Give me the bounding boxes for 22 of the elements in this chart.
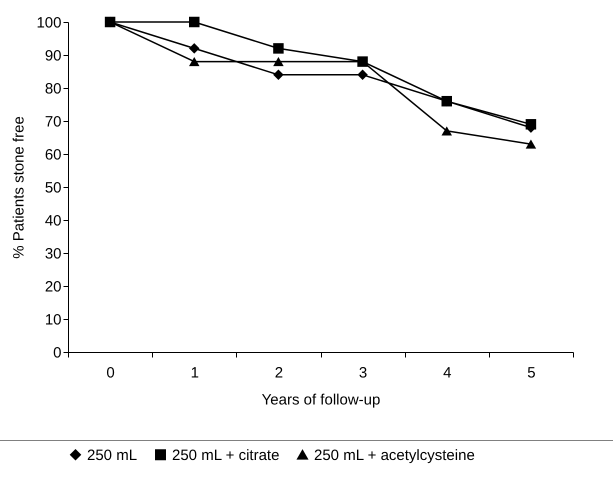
legend-label: 250 mL + acetylcysteine	[314, 446, 475, 464]
x-tick-label: 4	[443, 364, 452, 382]
y-tick-label: 30	[44, 246, 62, 262]
x-tick-label: 3	[358, 364, 368, 382]
y-tick-label: 50	[44, 180, 62, 196]
y-tick-label: 0	[53, 344, 62, 362]
y-tick-label: 80	[44, 80, 62, 98]
y-tick-label: 60	[44, 146, 62, 164]
x-tick-label: 5	[527, 364, 536, 382]
legend-label: 250 mL	[87, 446, 138, 464]
y-tick-label: 20	[44, 278, 62, 296]
y-tick-label: 40	[44, 212, 62, 230]
x-axis-title: Years of follow-up	[262, 392, 380, 408]
x-tick-label: 0	[106, 364, 115, 382]
y-tick-label: 100	[36, 14, 62, 32]
y-tick-label: 10	[44, 312, 62, 328]
x-tick-label: 2	[274, 364, 284, 382]
y-axis-title: % Patients stone free	[10, 116, 28, 259]
legend-label: 250 mL + citrate	[172, 446, 280, 464]
y-tick-label: 70	[44, 114, 62, 130]
x-tick-label: 1	[190, 364, 199, 382]
y-tick-label: 90	[44, 48, 62, 64]
